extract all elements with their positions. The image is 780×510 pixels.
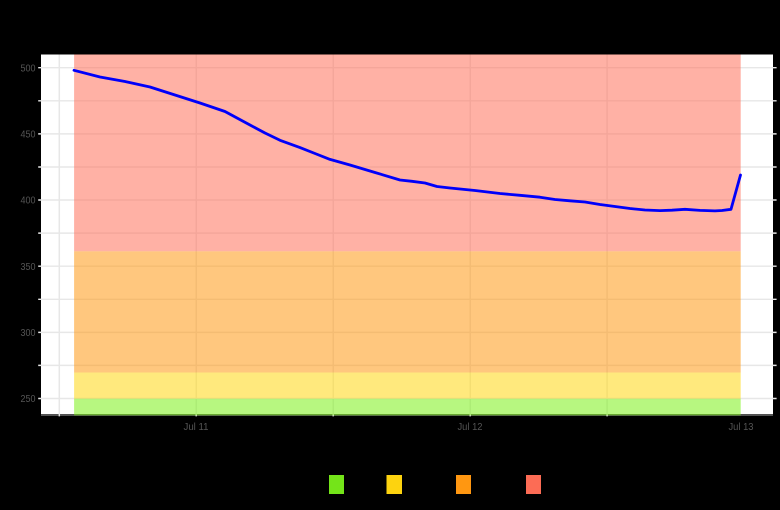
svg-text:250: 250 (21, 394, 36, 405)
svg-text:500: 500 (21, 63, 36, 74)
svg-text:300: 300 (21, 328, 36, 339)
svg-text:450: 450 (21, 130, 36, 141)
svg-text:350: 350 (21, 262, 36, 273)
svg-text:Jul 11: Jul 11 (184, 422, 209, 433)
svg-text:Jul 13: Jul 13 (729, 422, 754, 433)
svg-text:Jul 12: Jul 12 (458, 422, 483, 433)
svg-text:400: 400 (21, 196, 36, 207)
